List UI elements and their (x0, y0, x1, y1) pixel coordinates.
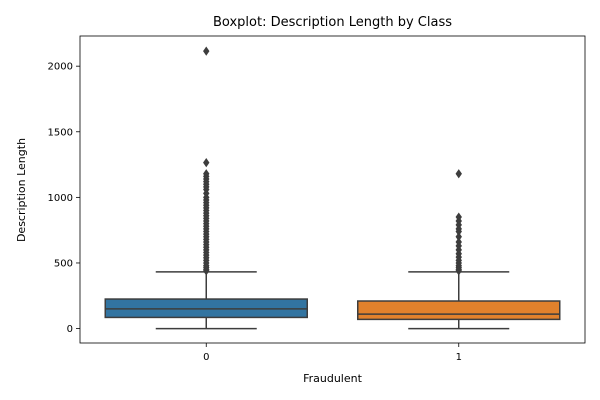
x-axis-label: Fraudulent (303, 372, 363, 385)
y-tick-label: 500 (54, 258, 73, 269)
y-tick-label: 1500 (48, 127, 73, 138)
y-axis: 0 500 1000 1500 2000 (48, 62, 80, 335)
outlier-point (455, 266, 462, 276)
box (357, 300, 561, 321)
x-tick-label: 1 (456, 352, 462, 363)
outlier-point (203, 158, 210, 168)
outlier-point (455, 226, 462, 237)
outlier-point (203, 46, 210, 56)
y-tick-label: 0 (67, 324, 73, 335)
chart-title: Boxplot: Description Length by Class (213, 15, 452, 30)
outlier-point (203, 266, 210, 276)
box-group-1 (357, 169, 561, 330)
y-tick-label: 2000 (48, 62, 73, 73)
box-group-0 (104, 46, 308, 330)
axes-frame (79, 35, 586, 344)
outlier-point (455, 232, 462, 242)
outlier-point (455, 169, 462, 179)
y-tick-label: 1000 (48, 193, 73, 204)
x-tick-label: 0 (203, 352, 209, 363)
plot-area (104, 46, 561, 330)
y-axis-label: Description Length (15, 138, 28, 242)
